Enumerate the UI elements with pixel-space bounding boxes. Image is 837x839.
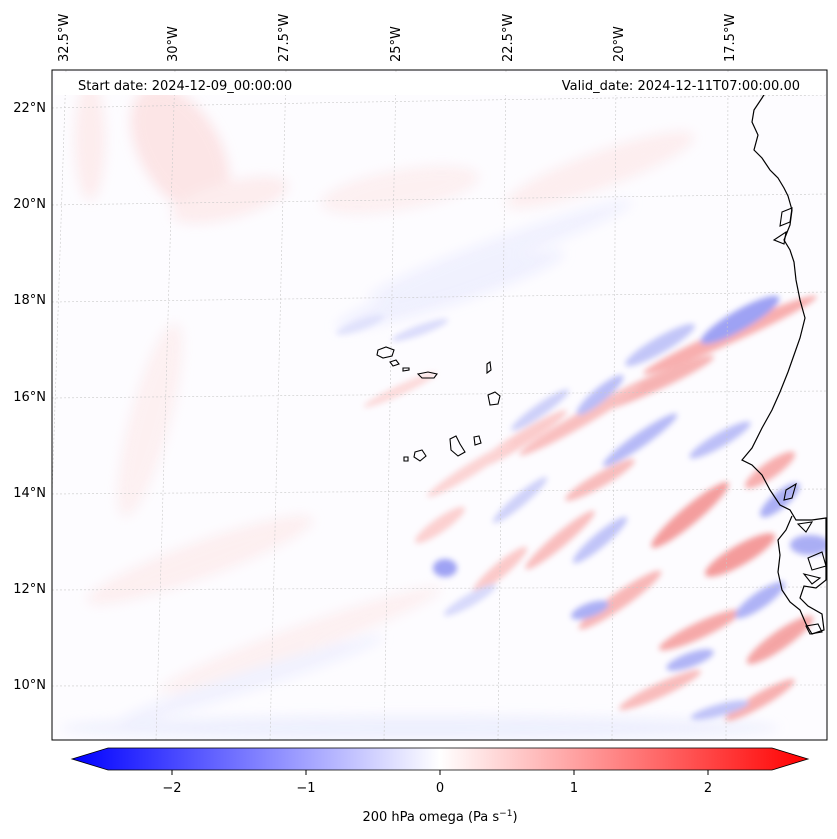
lat-label-22n: 22°N: [13, 101, 46, 116]
omega-field: [60, 80, 827, 740]
lon-label-25w: 25°W: [389, 26, 404, 62]
african-coastline: [741, 84, 827, 635]
lat-label-18n: 18°N: [13, 293, 46, 308]
lat-label-12n: 12°N: [13, 582, 46, 597]
colorbar-tick-1: 1: [570, 781, 578, 796]
map-frame: [51, 69, 828, 741]
colorbar-tick-0: 0: [436, 781, 444, 796]
lon-label-20w: 20°W: [612, 26, 627, 62]
header-bar: [55, 73, 825, 95]
lat-label-14n: 14°N: [13, 486, 46, 501]
lon-label-17-5w: 17.5°W: [723, 14, 738, 62]
colorbar: −2 −1 0 1 2 200 hPa omega (Pa s−1): [70, 747, 810, 825]
colorbar-label: 200 hPa omega (Pa s−1): [362, 809, 517, 825]
gridlines: [52, 70, 827, 740]
colorbar-ramp: [70, 747, 810, 771]
lon-label-22-5w: 22.5°W: [501, 14, 516, 62]
start-date-label: Start date: 2024-12-09_00:00:00: [78, 79, 292, 94]
lat-label-20n: 20°N: [13, 197, 46, 212]
colorbar-tick-neg1: −1: [296, 781, 315, 796]
cape-verde-islands: [376, 346, 501, 462]
lon-label-30w: 30°W: [166, 26, 181, 62]
valid-date-label: Valid_date: 2024-12-11T07:00:00.00: [562, 79, 800, 94]
longitude-labels: 32.5°W 30°W 27.5°W 25°W 22.5°W 20°W 17.5…: [57, 14, 738, 62]
coastline-detail-north: [772, 207, 793, 245]
lat-label-10n: 10°N: [13, 678, 46, 693]
lon-label-32-5w: 32.5°W: [57, 14, 72, 62]
colorbar-ticks: −2 −1 0 1 2: [162, 770, 712, 796]
colorbar-tick-2: 2: [704, 781, 712, 796]
coastline-detail-south: [783, 482, 827, 635]
latitude-labels: 22°N 20°N 18°N 16°N 14°N 12°N 10°N: [13, 101, 46, 693]
lat-label-16n: 16°N: [13, 390, 46, 405]
map-panel: [52, 70, 827, 740]
colorbar-tick-neg2: −2: [162, 781, 181, 796]
lon-label-27-5w: 27.5°W: [277, 14, 292, 62]
